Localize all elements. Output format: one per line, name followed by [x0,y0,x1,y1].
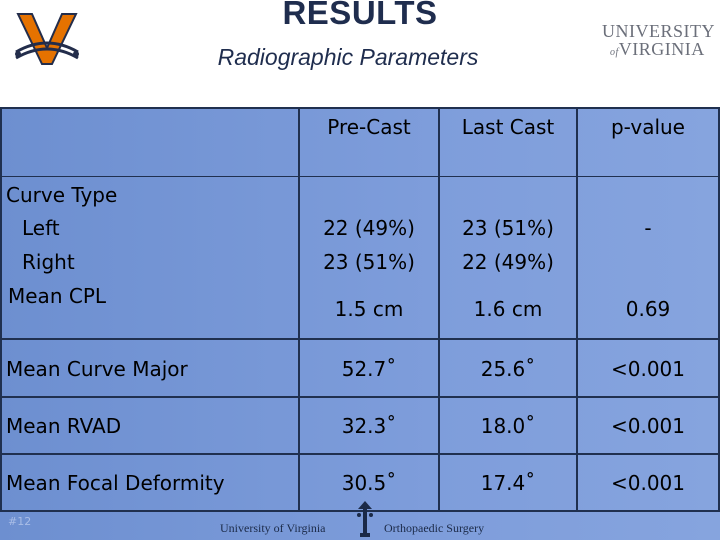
cell-curve-major-precast: 52.7˚ [341,357,397,381]
cell-focal-deformity-precast: 30.5˚ [341,471,397,495]
label-left: Left [22,216,60,240]
slide-header: RESULTS Radiographic Parameters UNIVERSI… [0,0,720,88]
cell-left-precast: 22 (49%) [323,216,415,240]
cell-focal-deformity-lastcast: 17.4˚ [480,471,536,495]
cell-cpl-lastcast: 1.6 cm [473,297,543,321]
table-border-bottom [0,510,720,512]
table-divider-header [0,176,720,177]
column-header-pvalue: p-value [610,115,685,139]
table-col-divider-1 [298,107,300,512]
cell-curve-type-pvalue: - [644,216,652,240]
table-col-divider-2 [438,107,440,512]
cell-rvad-lastcast: 18.0˚ [480,414,536,438]
uva-v-sabres-logo-icon [15,13,79,65]
column-header-precast: Pre-Cast [327,115,411,139]
label-curve-type: Curve Type [6,183,118,207]
table-border-left [0,107,2,512]
table-border-top [0,107,720,109]
cell-cpl-precast: 1.5 cm [334,297,404,321]
cell-curve-major-lastcast: 25.6˚ [480,357,536,381]
table-border-right [718,107,720,512]
results-table-panel [0,107,720,540]
footer-university: University of Virginia [220,521,326,535]
cell-cpl-pvalue: 0.69 [625,297,671,321]
table-divider-row2 [0,396,720,398]
table-divider-row1 [0,338,720,340]
cell-right-lastcast: 22 (49%) [462,250,554,274]
row-label-curve-major: Mean Curve Major [6,357,188,381]
rotunda-emblem-icon [357,501,373,537]
label-mean-cpl: Mean CPL [8,284,107,308]
slide-number: #12 [8,515,32,528]
slide-title: RESULTS [282,0,438,31]
slide-subtitle: Radiographic Parameters [217,44,479,70]
cell-rvad-pvalue: <0.001 [610,414,685,438]
uva-wordmark-logo: UNIVERSITY ofVIRGINIA [602,21,715,59]
row-label-focal-deformity: Mean Focal Deformity [6,471,225,495]
row-label-rvad: Mean RVAD [6,414,122,438]
cell-right-precast: 23 (51%) [323,250,415,274]
cell-curve-major-pvalue: <0.001 [610,357,685,381]
cell-rvad-precast: 32.3˚ [341,414,397,438]
table-col-divider-3 [576,107,578,512]
cell-left-lastcast: 23 (51%) [462,216,554,240]
label-right: Right [22,250,75,274]
column-header-lastcast: Last Cast [461,115,555,139]
footer-department: Orthopaedic Surgery [384,521,485,535]
table-divider-row3 [0,453,720,455]
cell-focal-deformity-pvalue: <0.001 [610,471,685,495]
